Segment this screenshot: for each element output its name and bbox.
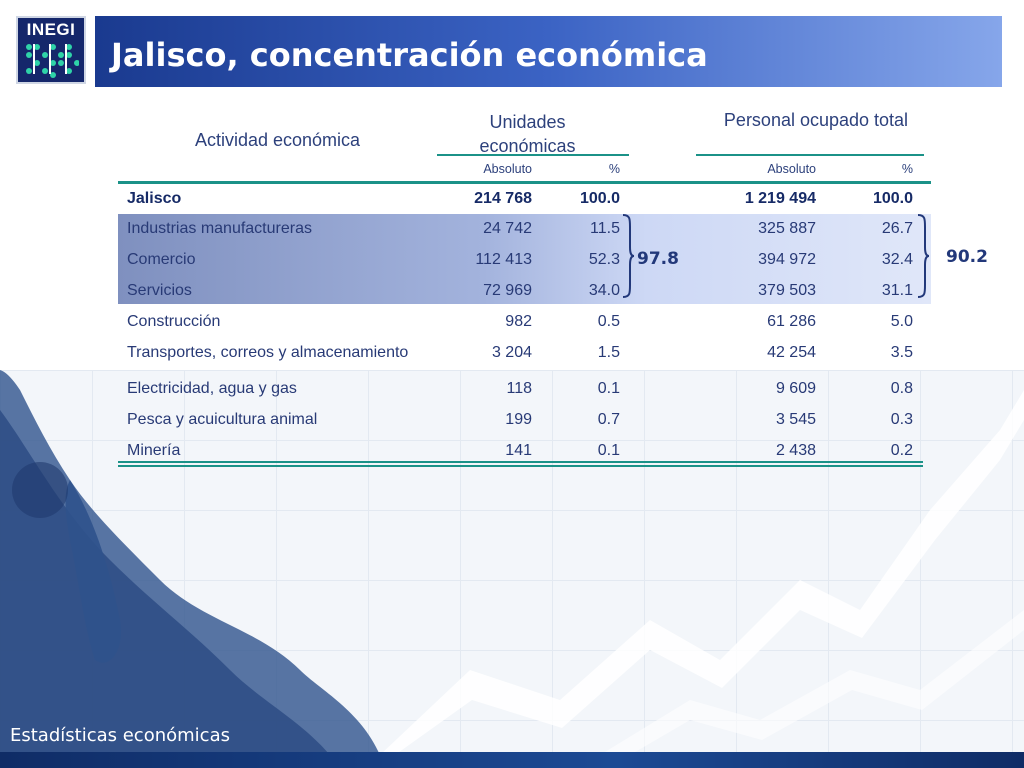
cell-ue-absoluto: 982 <box>505 313 532 330</box>
cell-ue-absoluto: 112 413 <box>475 251 532 268</box>
bottom-rule <box>118 461 923 463</box>
row-label: Transportes, correos y almacenamiento <box>127 344 409 361</box>
footer-label: Estadísticas económicas <box>10 725 230 746</box>
cell-po-pct: 32.4 <box>881 251 913 268</box>
header-personnel: Personal ocupado total <box>723 110 909 130</box>
bottom-bar <box>0 752 1024 768</box>
cell-ue-pct: 0.1 <box>597 380 620 397</box>
row-label: Pesca y acuicultura animal <box>127 411 318 428</box>
subheader-po-absoluto: Absoluto <box>767 162 816 176</box>
cell-po-absoluto: 61 286 <box>767 313 816 330</box>
bottom-rule-double <box>118 465 923 467</box>
header-units: Unidades económicas <box>479 112 576 156</box>
cell-ue-absoluto: 3 204 <box>491 344 532 361</box>
top-rule <box>118 181 931 184</box>
row-label: Minería <box>127 442 181 459</box>
cell-po-pct: 0.3 <box>890 411 913 428</box>
sum-po: 90.2 <box>946 247 988 267</box>
row-label: Comercio <box>127 251 196 268</box>
cell-po-pct: 26.7 <box>881 220 913 237</box>
header-rule-personnel <box>696 154 924 156</box>
row-label: Construcción <box>127 313 221 330</box>
cell-po-pct: 3.5 <box>890 344 913 361</box>
subheader-ue-absoluto: Absoluto <box>483 162 532 176</box>
header-activity: Actividad económica <box>194 130 361 150</box>
title-bar: Jalisco, concentración económica <box>95 16 1002 87</box>
brace-ue-icon <box>622 214 635 298</box>
row-label: Electricidad, agua y gas <box>127 380 297 397</box>
sum-ue: 97.8 <box>637 249 679 269</box>
cell-po-pct: 0.2 <box>890 442 913 459</box>
cell-ue-pct: 1.5 <box>597 344 620 361</box>
background-map-graphic <box>0 370 1024 755</box>
cell-ue-pct: 0.5 <box>597 313 620 330</box>
brace-po-icon <box>917 214 930 298</box>
cell-ue-absoluto: 199 <box>505 411 532 428</box>
cell-po-pct: 31.1 <box>881 282 913 299</box>
page-title: Jalisco, concentración económica <box>111 36 708 74</box>
cell-po-absoluto: 3 545 <box>775 411 816 428</box>
cell-po-pct: 5.0 <box>890 313 913 330</box>
row-label: Industrias manufactureras <box>127 220 312 237</box>
logo-dots-icon <box>26 44 79 78</box>
cell-po-absoluto: 379 503 <box>758 282 816 299</box>
cell-po-absoluto: 1 219 494 <box>744 190 816 207</box>
cell-ue-pct: 11.5 <box>590 220 620 237</box>
row-label: Servicios <box>127 282 192 299</box>
cell-ue-absoluto: 72 969 <box>483 282 532 299</box>
cell-po-absoluto: 325 887 <box>758 220 816 237</box>
highlight-band <box>118 214 931 304</box>
cell-ue-absoluto: 214 768 <box>474 190 532 207</box>
cell-ue-absoluto: 118 <box>506 380 532 397</box>
logo-text: INEGI <box>26 20 76 39</box>
inegi-logo: INEGI <box>16 16 86 84</box>
cell-po-absoluto: 9 609 <box>775 380 816 397</box>
cell-po-pct: 0.8 <box>890 380 913 397</box>
header-rule-units <box>437 154 629 156</box>
cell-po-pct: 100.0 <box>872 190 913 207</box>
cell-ue-pct: 100.0 <box>579 190 620 207</box>
cell-po-absoluto: 2 438 <box>775 442 816 459</box>
cell-ue-pct: 52.3 <box>588 251 620 268</box>
cell-po-absoluto: 394 972 <box>758 251 816 268</box>
cell-ue-absoluto: 141 <box>505 442 532 459</box>
cell-ue-absoluto: 24 742 <box>483 220 532 237</box>
cell-ue-pct: 0.7 <box>597 411 620 428</box>
cell-ue-pct: 34.0 <box>588 282 620 299</box>
cell-ue-pct: 0.1 <box>597 442 620 459</box>
subheader-ue-pct: % <box>608 162 620 176</box>
cell-po-absoluto: 42 254 <box>767 344 816 361</box>
row-label: Jalisco <box>127 190 182 207</box>
subheader-po-pct: % <box>901 162 913 176</box>
